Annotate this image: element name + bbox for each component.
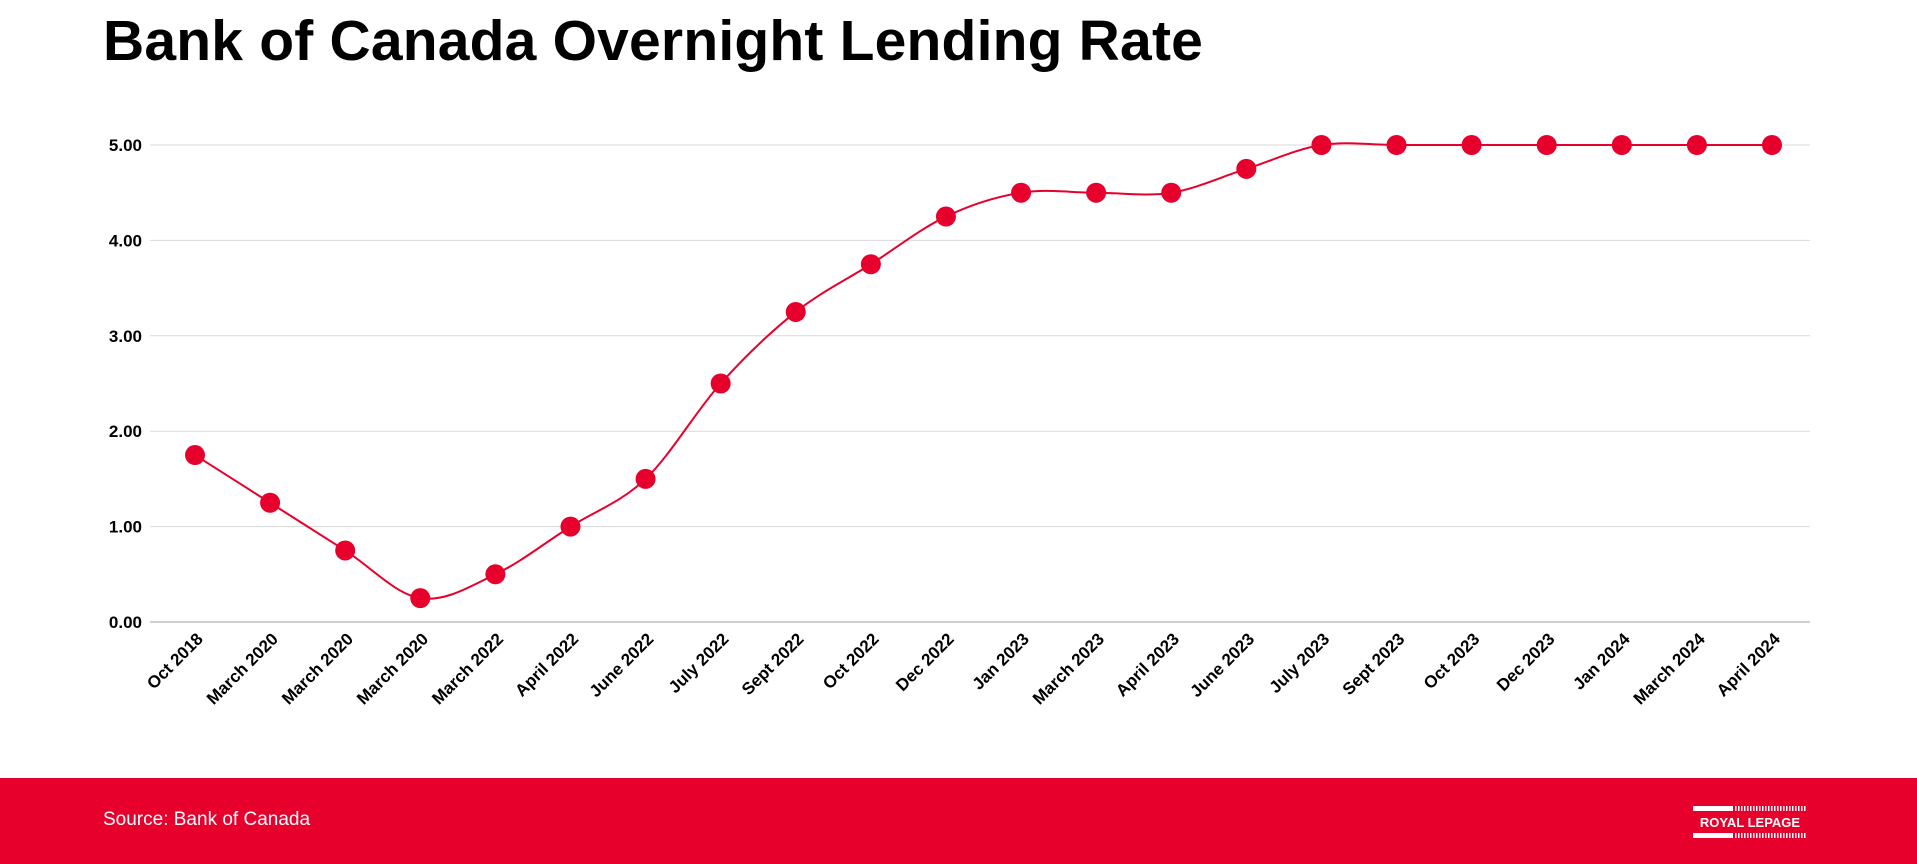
footer-bar: Source: Bank of Canada [0, 778, 1917, 864]
logo-wordmark: ROYAL LEPAGE [1700, 815, 1801, 830]
data-point [410, 588, 431, 609]
x-tick-label: Jan 2023 [969, 629, 1033, 693]
royal-lepage-logo: ROYAL LEPAGE [1693, 804, 1807, 840]
grid-lines [150, 144, 1810, 623]
x-tick-label: Oct 2023 [1420, 629, 1484, 693]
y-tick-label: 4.00 [109, 231, 142, 250]
data-point [185, 445, 205, 466]
x-tick-label: April 2024 [1713, 629, 1784, 700]
data-point [1236, 158, 1257, 179]
x-tick-label: Sept 2023 [1339, 629, 1409, 699]
x-tick-label: March 2020 [353, 629, 432, 708]
data-point [1386, 135, 1407, 155]
data-point [1536, 135, 1557, 155]
x-tick-label: July 2022 [665, 629, 733, 697]
x-tick-label: June 2023 [1187, 629, 1259, 701]
x-tick-label: Oct 2018 [143, 629, 207, 693]
source-note: Source: Bank of Canada [103, 809, 311, 830]
x-tick-label: Oct 2022 [819, 629, 883, 693]
data-point [935, 206, 956, 227]
data-point [1086, 182, 1107, 203]
y-tick-label: 5.00 [109, 136, 142, 155]
x-tick-label: March 2023 [1029, 629, 1108, 708]
data-point [1161, 182, 1182, 203]
data-point [1686, 135, 1707, 155]
data-point [335, 540, 356, 561]
data-point [710, 373, 731, 394]
data-point [560, 516, 581, 537]
x-tick-label: April 2022 [511, 629, 582, 700]
data-point [1762, 135, 1782, 155]
data-point [1311, 135, 1332, 155]
page-title: Bank of Canada Overnight Lending Rate [103, 9, 1204, 73]
x-tick-label: March 2020 [203, 629, 282, 708]
x-tick-label: Sept 2022 [738, 629, 808, 699]
x-tick-label: Dec 2023 [1493, 629, 1559, 695]
y-tick-label: 0.00 [109, 613, 142, 632]
series-line [194, 142, 1772, 600]
x-tick-label: Dec 2022 [892, 629, 958, 695]
y-tick-label: 2.00 [109, 422, 142, 441]
data-markers [185, 135, 1782, 609]
data-point [260, 492, 281, 513]
x-tick-label: June 2022 [586, 629, 658, 701]
data-point [1011, 182, 1032, 203]
x-tick-label: March 2024 [1630, 629, 1709, 708]
data-point [785, 301, 806, 322]
data-point [860, 254, 881, 275]
x-tick-label: March 2020 [278, 629, 357, 708]
y-tick-label: 1.00 [109, 518, 142, 537]
data-point [485, 564, 506, 585]
x-tick-label: July 2023 [1266, 629, 1334, 697]
data-point [1611, 135, 1632, 155]
x-tick-label: Jan 2024 [1569, 629, 1634, 694]
data-point [635, 468, 656, 489]
x-tick-label: March 2022 [428, 629, 507, 708]
x-tick-label: April 2023 [1112, 629, 1183, 700]
data-point [1461, 135, 1482, 155]
y-axis-tick-labels: 0.00 1.00 2.00 3.00 4.00 5.00 [109, 136, 142, 632]
y-tick-label: 3.00 [109, 327, 142, 346]
